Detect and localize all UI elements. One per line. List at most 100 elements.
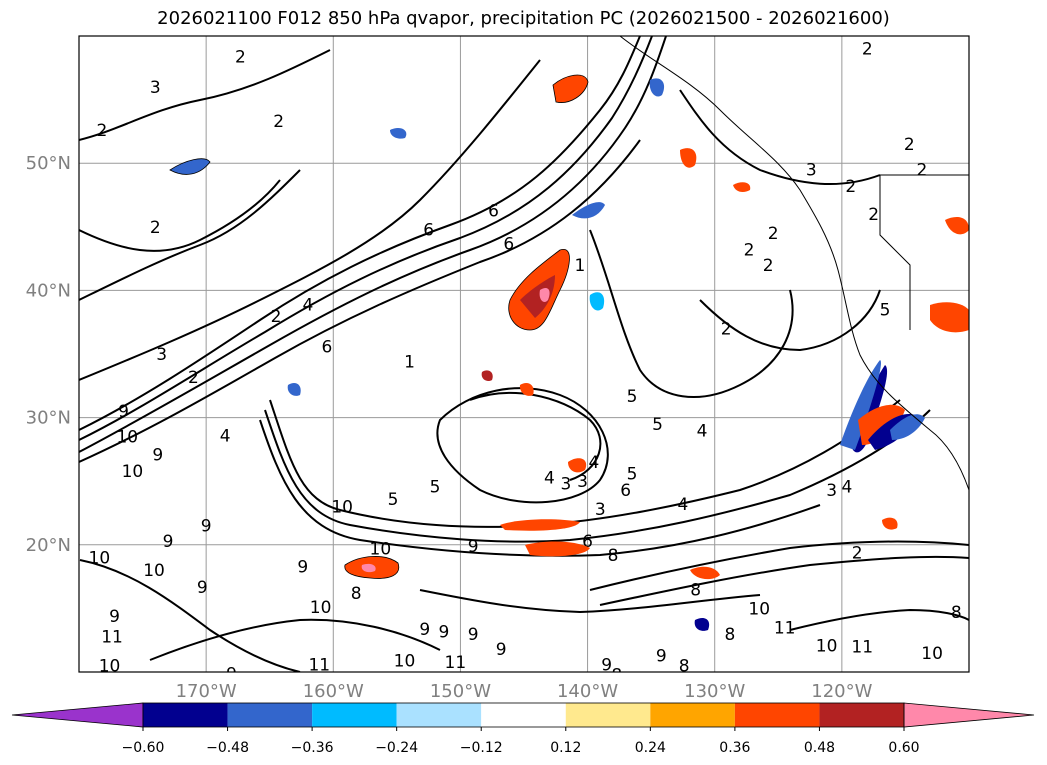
contour-label: 9 (438, 622, 449, 642)
contour-label: 10 (816, 636, 838, 656)
contour-line (419, 589, 761, 614)
precip-blob-pink (539, 288, 550, 302)
contour-label: 2 (768, 224, 779, 244)
contour-label: 11 (445, 653, 467, 673)
contour-line (679, 89, 881, 186)
precip-blob-blue (890, 414, 925, 440)
contour-label: 1 (404, 353, 415, 373)
precip-blob-orange (568, 458, 587, 473)
contour-label: 5 (627, 387, 638, 407)
contour-label: 9 (601, 655, 612, 675)
lon-tick-label: 120°W (811, 681, 872, 702)
contour-label: 3 (595, 500, 606, 520)
contour-label: 11 (851, 638, 873, 658)
contour-label: 10 (99, 657, 121, 677)
contour-label: 11 (101, 627, 123, 647)
lat-tick-label: 20°N (26, 535, 71, 556)
contour-label: 2 (96, 121, 107, 141)
contour-label: 2 (917, 161, 928, 181)
contour-line (79, 139, 641, 463)
contour-label: 2 (868, 205, 879, 225)
precip-blob-blue (694, 618, 710, 631)
contour-line (79, 36, 641, 431)
contour-label: 2 (150, 218, 161, 238)
coastline (619, 36, 969, 491)
precip-blob-darkred (520, 275, 555, 318)
contour-label: 3 (806, 161, 817, 181)
contour-line (264, 409, 931, 543)
lon-tick-label: 160°W (303, 681, 364, 702)
longitude-ticks: 170°W 160°W 150°W 140°W 130°W 120°W (176, 681, 873, 702)
contour-label: 9 (419, 620, 430, 640)
contour-label: 9 (468, 537, 479, 557)
contour-line (79, 36, 667, 453)
precip-blob-blue (572, 202, 605, 219)
contour-label: 5 (652, 415, 663, 435)
contour-label: 3 (561, 475, 572, 495)
colorbar-tick-label: −0.36 (291, 740, 334, 756)
colorbar-extend-max (903, 702, 1035, 728)
lon-tick-label: 150°W (430, 681, 491, 702)
precip-blob-red (858, 404, 905, 445)
lon-tick-label: 170°W (176, 681, 237, 702)
precip-blob-red (945, 217, 969, 235)
contour-label: 9 (297, 557, 308, 577)
colorbar-swatch (650, 703, 735, 727)
contour-label: 2 (845, 177, 856, 197)
precip-blob-orange (552, 74, 589, 103)
contour-label: 9 (118, 402, 129, 422)
precip-blob-red (525, 541, 590, 557)
contour-label: 9 (201, 517, 212, 537)
contour-line (469, 391, 602, 481)
contour-label: 9 (656, 646, 667, 666)
contour-label: 5 (430, 477, 441, 497)
colorbar-extend-min (11, 702, 144, 728)
colorbar-tick-labels: −0.60 −0.48 −0.36 −0.24 −0.12 0.12 0.24 0.36 0.4… (122, 727, 920, 756)
lat-tick-label: 50°N (26, 153, 71, 174)
contour-label: 3 (826, 481, 837, 501)
contour-label: 9 (163, 532, 174, 552)
precip-blob-blue (169, 158, 211, 175)
colorbar-swatch (227, 703, 313, 727)
contour-line (589, 229, 794, 398)
contour-label: 2 (271, 307, 282, 327)
contour-line (589, 540, 969, 591)
precip-blob-orange (882, 517, 898, 530)
contour-line (259, 419, 821, 557)
colorbar-tick-label: −0.48 (206, 740, 249, 756)
contour-line (436, 387, 609, 504)
contour-label: 2 (188, 368, 199, 388)
contour-label: 6 (620, 481, 631, 501)
precip-blob-pink (361, 563, 376, 573)
contour-label: 10 (143, 561, 165, 581)
precip-blob-blue (390, 127, 407, 139)
contour-label: 10 (370, 540, 392, 560)
contour-label: 6 (582, 532, 593, 552)
contour-label: 1 (575, 256, 586, 276)
contour-label: 3 (156, 345, 167, 365)
colorbar-swatch (734, 703, 820, 727)
contour-label: 2 (904, 135, 915, 155)
lon-tick-label: 130°W (684, 681, 745, 702)
contour-label: 8 (608, 546, 619, 566)
contour-label: 8 (951, 603, 962, 623)
colorbar-swatch (481, 703, 566, 727)
colorbar-tick-label: 0.12 (550, 740, 581, 756)
contour-label: 4 (842, 477, 853, 497)
precip-blob-red (680, 148, 697, 168)
precip-blob-red (930, 302, 969, 333)
colorbar-swatch (312, 703, 397, 727)
contour-line (789, 608, 969, 631)
contour-label: 10 (331, 498, 353, 518)
latitude-ticks: 50°N 40°N 30°N 20°N (26, 153, 71, 556)
contour-label: 6 (488, 201, 499, 221)
lat-tick-label: 30°N (26, 408, 71, 429)
contour-label: 4 (589, 453, 600, 473)
contour-line (79, 36, 653, 441)
colorbar-swatch (565, 703, 651, 727)
colorbar-frame (142, 702, 905, 728)
graticule (79, 36, 969, 672)
